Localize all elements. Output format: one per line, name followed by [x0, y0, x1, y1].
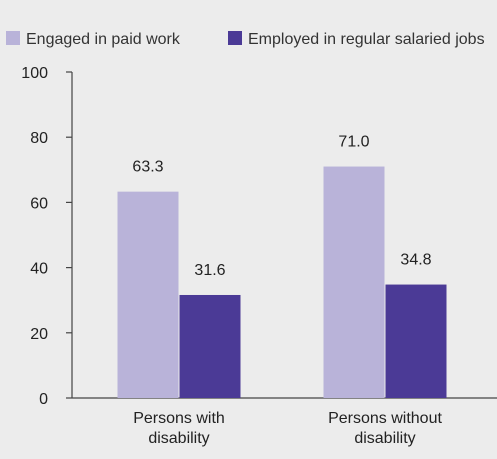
bar-engaged-without-disability [323, 166, 385, 398]
data-label: 31.6 [194, 262, 225, 279]
data-labels: 63.3 71.0 31.6 34.8 [132, 134, 431, 279]
legend-swatch-salaried [228, 31, 242, 45]
data-label: 34.8 [400, 252, 431, 269]
bar-engaged-with-disability [117, 191, 179, 398]
category-label: Persons with [133, 410, 225, 427]
bar-salaried-with-disability [179, 294, 241, 398]
legend-swatch-engaged [6, 31, 20, 45]
legend-label-salaried: Employed in regular salaried jobs [248, 31, 485, 48]
legend: Engaged in paid work Employed in regular… [6, 31, 485, 48]
data-label: 71.0 [338, 134, 369, 151]
category-label: Persons without [328, 410, 442, 427]
y-tick-label: 0 [39, 391, 48, 408]
category-label: disability [354, 430, 415, 447]
y-tick-label: 40 [30, 261, 48, 278]
bar-salaried-without-disability [385, 284, 447, 398]
y-tick-label: 20 [30, 326, 48, 343]
y-tick-label: 100 [21, 65, 48, 82]
y-tick-label: 80 [30, 130, 48, 147]
data-label: 63.3 [132, 159, 163, 176]
legend-label-engaged: Engaged in paid work [26, 31, 181, 48]
y-tick-label: 60 [30, 195, 48, 212]
category-label: disability [148, 430, 209, 447]
category-labels: Persons with disability Persons without dis… [133, 410, 442, 447]
y-axis-ticks: 0 20 40 60 80 100 [21, 65, 72, 408]
bars [117, 166, 447, 398]
